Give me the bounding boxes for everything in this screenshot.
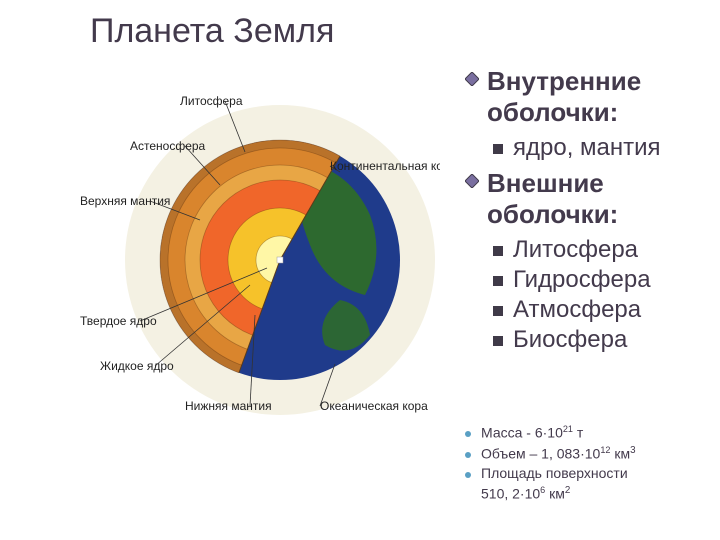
list-item: Гидросфера xyxy=(493,266,715,294)
square-bullet-icon xyxy=(493,306,503,316)
diagram-label: Континентальная кора xyxy=(330,159,440,173)
square-bullet-icon xyxy=(493,246,503,256)
diagram-label: Верхняя мантия xyxy=(80,194,170,208)
fact-item: 510, 2·106 км2 xyxy=(465,485,715,502)
diagram-label: Жидкое ядро xyxy=(100,359,174,373)
list-item: Внутренние оболочки: xyxy=(465,66,715,128)
list-item: Литосфера xyxy=(493,236,715,264)
square-bullet-icon xyxy=(493,144,503,154)
diagram-label: Нижняя мантия xyxy=(185,399,272,413)
bullet-text: Литосфера xyxy=(513,236,638,264)
fact-text: 510, 2·106 км2 xyxy=(481,485,570,502)
dot-bullet-icon xyxy=(465,431,471,437)
list-item: Атмосфера xyxy=(493,296,715,324)
bullet-text: Биосфера xyxy=(513,326,627,354)
fact-item: Масса - 6·1021 т xyxy=(465,424,715,441)
square-bullet-icon xyxy=(493,276,503,286)
fact-item: Площадь поверхности xyxy=(465,465,715,481)
list-item: Биосфера xyxy=(493,326,715,354)
bullet-text: Внутренние оболочки: xyxy=(487,66,715,128)
bullet-text: ядро, мантия xyxy=(513,134,661,162)
fact-text: Масса - 6·1021 т xyxy=(481,424,583,441)
bullet-list: Внутренние оболочки: ядро, мантия Внешние … xyxy=(465,60,715,356)
diagram-label: Океаническая кора xyxy=(320,399,428,413)
fact-text: Объем – 1, 083·1012 км3 xyxy=(481,445,636,462)
dot-bullet-icon xyxy=(465,452,471,458)
facts-list: Масса - 6·1021 т Объем – 1, 083·1012 км3 П… xyxy=(465,420,715,506)
earth-cutaway-diagram: Литосфера Астеносфера Верхняя мантия Твердо… xyxy=(20,60,440,430)
diagram-label: Литосфера xyxy=(180,94,243,108)
bullet-text: Атмосфера xyxy=(513,296,641,324)
diamond-bullet-icon xyxy=(465,72,479,86)
diagram-label: Твердое ядро xyxy=(80,314,157,328)
diagram-label: Астеносфера xyxy=(130,139,206,153)
list-item: Внешние оболочки: xyxy=(465,168,715,230)
fact-item: Объем – 1, 083·1012 км3 xyxy=(465,445,715,462)
bullet-text: Гидросфера xyxy=(513,266,651,294)
diamond-bullet-icon xyxy=(465,174,479,188)
list-item: ядро, мантия xyxy=(493,134,715,162)
square-bullet-icon xyxy=(493,336,503,346)
dot-bullet-icon xyxy=(465,472,471,478)
fact-text: Площадь поверхности xyxy=(481,465,628,481)
page-title: Планета Земля xyxy=(90,12,334,51)
bullet-text: Внешние оболочки: xyxy=(487,168,715,230)
